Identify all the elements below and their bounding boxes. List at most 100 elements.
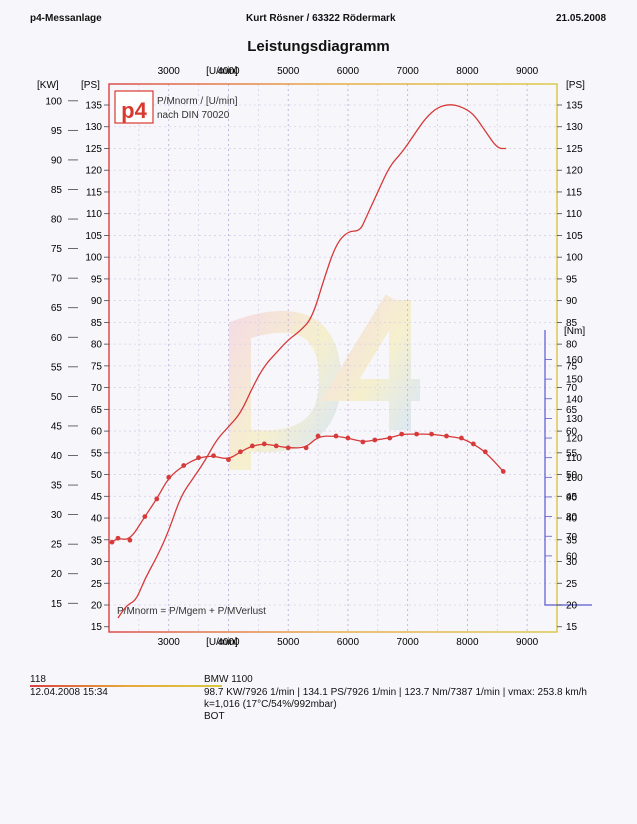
torque-point: [333, 433, 339, 439]
ps-tick-label-right: 70: [566, 383, 578, 394]
series-line-ps: [117, 104, 507, 619]
x-tick-label-bottom: 6000: [337, 637, 360, 648]
x-tick-label-bottom: 7000: [397, 637, 420, 648]
nm-tick-label: 60: [566, 551, 578, 562]
result-summary: 98.7 KW/7926 1/min | 134.1 PS/7926 1/min…: [204, 687, 587, 698]
x-tick-label-top: 6000: [337, 66, 360, 77]
kw-tick-label: 85: [51, 185, 63, 196]
ps-tick-label-right: 80: [566, 340, 578, 351]
ps-tick-label-left: 80: [91, 340, 103, 351]
x-tick-label-bottom: 8000: [456, 637, 479, 648]
ps-tick-label-left: 25: [91, 579, 103, 590]
ps-tick-label-right: 85: [566, 318, 578, 329]
kw-tick-label: 25: [51, 540, 63, 551]
kw-tick-label: 50: [51, 392, 63, 403]
kw-tick-label: 15: [51, 599, 63, 610]
ps-tick-label-right: 25: [566, 579, 578, 590]
nm-unit: [Nm]: [564, 326, 585, 337]
x-tick-label-bottom: 4000: [217, 637, 240, 648]
torque-point: [226, 457, 231, 463]
nm-tick-label: 160: [566, 355, 583, 366]
conditions: k=1,016 (17°C/54%/992mbar): [204, 699, 337, 710]
torque-point: [429, 431, 434, 437]
ps-tick-label-right: 15: [566, 622, 578, 633]
kw-unit: [KW]: [37, 80, 59, 91]
ps-tick-label-left: 20: [91, 601, 103, 612]
torque-point: [444, 433, 449, 439]
torque-point: [238, 449, 243, 455]
chart-grid: [109, 84, 557, 632]
kw-tick-label: 35: [51, 481, 63, 492]
ps-tick-label-left: 60: [91, 427, 103, 438]
ps-tick-label-right: 55: [566, 448, 578, 459]
ps-tick-label-right: 100: [566, 253, 583, 264]
nm-tick-label: 140: [566, 394, 583, 405]
plot-frame: [108, 83, 558, 633]
kw-tick-label: 100: [45, 96, 62, 107]
ps-tick-label-right: 60: [566, 427, 578, 438]
ps-tick-label-right: 130: [566, 122, 583, 133]
ps-tick-label-left: 115: [86, 187, 102, 198]
torque-point: [211, 453, 216, 459]
nm-tick-label: 110: [566, 453, 582, 464]
nm-tick-label: 70: [566, 532, 578, 543]
ps-unit-left: [PS]: [81, 80, 100, 91]
ps-tick-label-right: 45: [566, 492, 578, 503]
ps-tick-label-left: 50: [91, 470, 103, 481]
ps-tick-label-right: 105: [566, 231, 583, 242]
ps-tick-label-right: 30: [566, 557, 578, 568]
kw-tick-label: 55: [51, 362, 63, 373]
torque-point: [109, 539, 115, 545]
footer-extra: BOT: [204, 711, 225, 722]
torque-point: [345, 435, 351, 441]
torque-point: [273, 443, 279, 449]
ps-tick-label-right: 35: [566, 535, 578, 546]
nm-tick-label: 80: [566, 512, 578, 523]
kw-tick-label: 80: [51, 215, 63, 226]
ps-tick-label-left: 65: [91, 405, 103, 416]
logo-text: p4: [121, 98, 147, 123]
torque-point: [372, 437, 378, 443]
ps-tick-label-right: 125: [566, 144, 583, 155]
torque-point: [285, 445, 291, 451]
ps-tick-label-left: 85: [91, 318, 103, 329]
ps-tick-label-left: 130: [85, 122, 102, 133]
kw-tick-label: 45: [51, 421, 63, 432]
ps-tick-label-left: 100: [85, 253, 102, 264]
kw-tick-label: 40: [51, 451, 63, 462]
axis-labels: 3000 3000 4000 4000 5000 5000 6000 6000 7000 7000…: [37, 66, 585, 648]
ps-tick-label-left: 135: [85, 101, 102, 112]
kw-tick-label: 20: [51, 569, 63, 580]
legend-line-2: nach DIN 70020: [157, 110, 230, 121]
ps-tick-label-right: 20: [566, 601, 578, 612]
ps-tick-label-left: 90: [91, 296, 103, 307]
torque-point: [360, 439, 366, 445]
watermark: [229, 294, 420, 470]
x-tick-label-bottom: 3000: [158, 637, 181, 648]
ps-tick-label-right: 75: [566, 361, 578, 372]
ps-tick-label-left: 110: [86, 209, 102, 220]
header-left: p4-Messanlage: [30, 13, 102, 24]
torque-point: [470, 441, 476, 447]
torque-point: [196, 455, 202, 461]
kw-tick-label: 90: [51, 155, 63, 166]
kw-tick-label: 60: [51, 333, 63, 344]
ps-tick-label-left: 70: [91, 383, 103, 394]
kw-tick-label: 65: [51, 303, 63, 314]
vehicle-name: BMW 1100: [204, 674, 253, 685]
kw-tick-label: 95: [51, 126, 63, 137]
kw-tick-label: 75: [51, 244, 63, 255]
nm-tick-label: 120: [566, 434, 583, 445]
ps-tick-label-right: 110: [566, 209, 582, 220]
x-tick-label-top: 5000: [277, 66, 300, 77]
torque-point: [115, 535, 121, 541]
run-date: 12.04.2008 15:34: [30, 687, 108, 698]
ps-tick-label-right: 95: [566, 274, 578, 285]
kw-tick-label: 30: [51, 510, 63, 521]
torque-point: [459, 435, 464, 441]
torque-scale-box: [544, 330, 592, 606]
x-tick-label-bottom: 5000: [277, 637, 300, 648]
torque-point: [482, 449, 488, 455]
ps-unit-right: [PS]: [566, 80, 585, 91]
series-layer: [109, 104, 507, 619]
